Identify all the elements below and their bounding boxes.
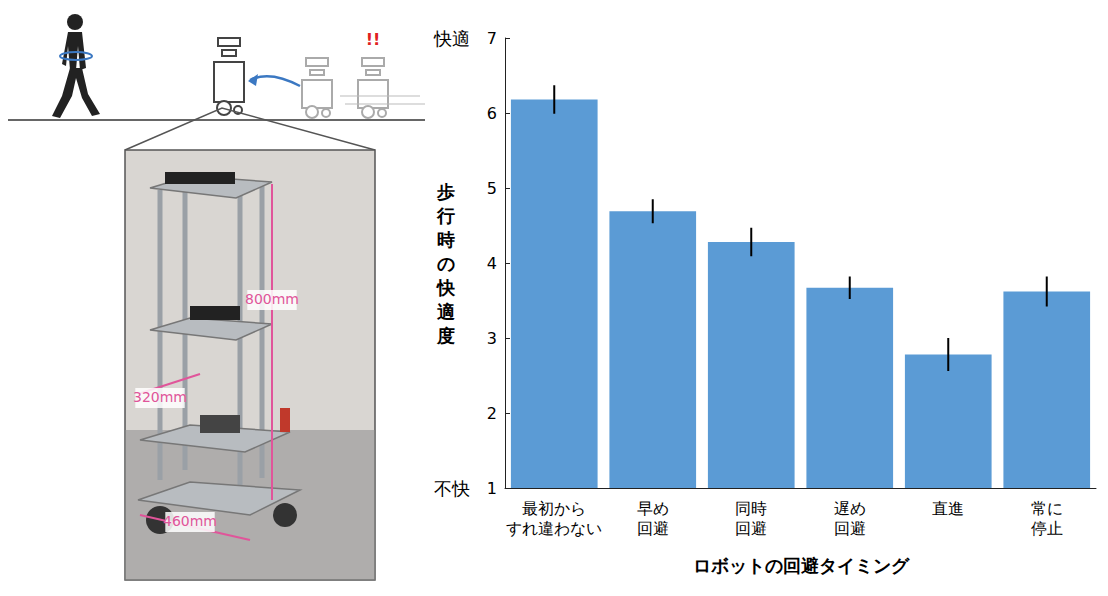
svg-text:不快: 不快: [434, 478, 470, 499]
svg-text:4: 4: [487, 254, 497, 273]
svg-text:最初から: 最初から: [522, 499, 586, 518]
svg-text:行: 行: [436, 205, 455, 226]
svg-text:常に: 常に: [1031, 499, 1063, 518]
svg-text:度: 度: [436, 325, 455, 346]
svg-text:6: 6: [487, 104, 497, 123]
svg-text:ロボットの回避タイミング: ロボットの回避タイミング: [693, 555, 910, 576]
svg-text:時: 時: [437, 229, 455, 250]
svg-text:の: の: [437, 253, 455, 274]
svg-text:460mm: 460mm: [163, 513, 217, 529]
svg-text:3: 3: [487, 329, 497, 348]
svg-text:320mm: 320mm: [133, 389, 187, 405]
svg-text:快: 快: [436, 277, 456, 298]
svg-text:2: 2: [487, 404, 497, 423]
svg-text:回避: 回避: [735, 519, 767, 538]
svg-text:5: 5: [487, 179, 497, 198]
svg-text:適: 適: [437, 301, 455, 322]
svg-text:回避: 回避: [834, 519, 866, 538]
svg-text:遅め: 遅め: [834, 499, 866, 518]
svg-text:800mm: 800mm: [245, 291, 299, 307]
svg-text:早め: 早め: [637, 499, 669, 518]
svg-text:直進: 直進: [932, 499, 964, 518]
svg-text:7: 7: [487, 29, 497, 48]
svg-text:停止: 停止: [1031, 519, 1063, 538]
svg-text:すれ違わない: すれ違わない: [506, 519, 602, 538]
svg-text:!!: !!: [366, 30, 381, 49]
svg-text:快適: 快適: [433, 28, 470, 49]
svg-text:1: 1: [487, 479, 497, 498]
svg-text:回避: 回避: [637, 519, 669, 538]
svg-text:同時: 同時: [735, 499, 767, 518]
svg-text:歩: 歩: [436, 181, 455, 202]
